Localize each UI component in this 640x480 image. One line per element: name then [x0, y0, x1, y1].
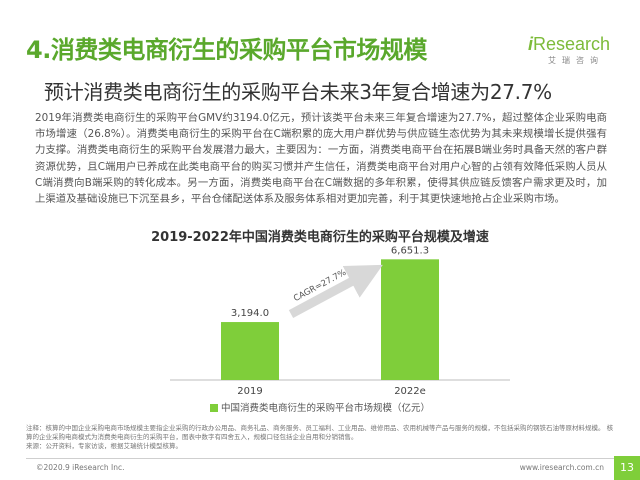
data-label-2019: 3,194.0	[231, 308, 269, 319]
subtitle-text: 预计消费类电商衍生的采购平台未来3年复合增速为	[44, 80, 490, 104]
tick-label-2019: 2019	[237, 386, 262, 395]
logo-wordmark: iResearch	[528, 34, 610, 54]
logo-i: i	[528, 34, 534, 54]
footnote-source: 来源：公开资料，专家访谈，根据艾瑞统计模型核算。	[26, 442, 182, 450]
footnote: 注释：核算的中国企业采购电商市场规模主要指企业采购的行政办公用品、商务礼品、商务…	[26, 424, 616, 451]
subtitle-value: 27.7%	[489, 80, 552, 104]
tick-label-2022e: 2022e	[394, 386, 426, 395]
legend-swatch	[209, 404, 218, 412]
page-title: 4.消费类电商衍生的采购平台市场规模	[26, 36, 427, 64]
website-link[interactable]: www.iresearch.com.cn	[519, 463, 604, 472]
iresearch-logo: iResearch 艾瑞咨询	[528, 34, 610, 74]
copyright: ©2020.9 iResearch Inc.	[36, 463, 125, 472]
page-subtitle: 预计消费类电商衍生的采购平台未来3年复合增速为27.7%	[44, 76, 552, 105]
body-paragraph: 2019年消费类电商衍生的采购平台GMV约3194.0亿元，预计该类平台未来三年…	[35, 112, 607, 206]
logo-subtitle: 艾瑞咨询	[548, 56, 604, 65]
legend-label: 中国消费类电商衍生的采购平台市场规模（亿元）	[220, 403, 430, 414]
bar-2022e	[381, 259, 439, 380]
footer-divider	[26, 458, 616, 459]
bar-2019	[221, 322, 279, 380]
chart-title: 2019-2022年中国消费类电商衍生的采购平台规模及增速	[151, 230, 489, 245]
page-number: 13	[614, 456, 640, 480]
footnote-note: 注释：核算的中国企业采购电商市场规模主要指企业采购的行政办公用品、商务礼品、商务…	[26, 424, 614, 441]
logo-name: Research	[533, 34, 611, 54]
data-label-2022e: 6,651.3	[391, 245, 429, 256]
cagr-arrow	[288, 264, 383, 319]
chart-legend: 中国消费类电商衍生的采购平台市场规模（亿元）	[0, 400, 640, 414]
